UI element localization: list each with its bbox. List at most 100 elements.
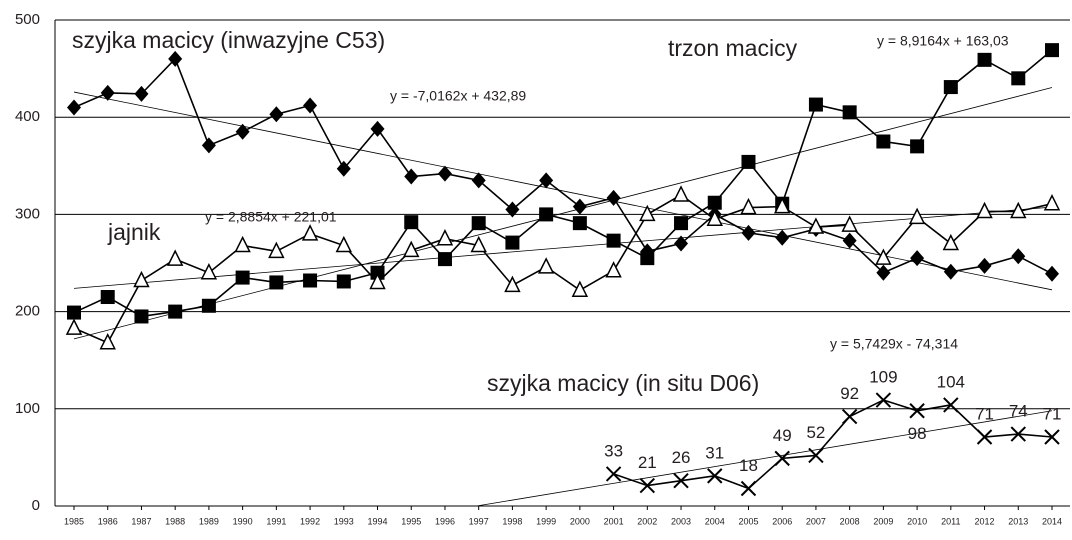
point [134, 309, 149, 324]
x-tick-label: 2009 [873, 516, 893, 526]
y-tick-label: 100 [15, 400, 40, 417]
point [200, 263, 218, 280]
x-tick-label: 1990 [233, 516, 253, 526]
point [875, 392, 892, 408]
x-tick-label: 1993 [334, 516, 354, 526]
point [168, 304, 183, 319]
point [977, 52, 992, 67]
point [201, 137, 216, 154]
x-tick-label: 1988 [165, 516, 185, 526]
point [606, 233, 621, 248]
point [537, 257, 555, 274]
point [1044, 429, 1060, 445]
series-line [73, 57, 1053, 275]
point [303, 97, 318, 114]
point [335, 235, 353, 253]
point [1010, 426, 1026, 442]
trendline [73, 206, 1053, 289]
point [674, 216, 689, 231]
point [707, 468, 723, 484]
point [808, 447, 824, 464]
x-tick-label: 1999 [536, 516, 556, 526]
point [505, 235, 520, 250]
point [268, 241, 285, 259]
point [303, 273, 318, 288]
point [876, 134, 891, 149]
point [841, 408, 858, 425]
x-tick-label: 2010 [907, 516, 927, 526]
x-tick-label: 2002 [637, 516, 657, 526]
x-tick-label: 2000 [570, 516, 590, 526]
point [369, 272, 386, 290]
x-tick-label: 2001 [604, 516, 624, 526]
x-tick-label: 1987 [131, 516, 151, 526]
x-tick-label: 2004 [705, 516, 725, 526]
point [201, 298, 216, 313]
series-label: szyjka macicy (in situ D06) [487, 370, 759, 396]
x-tick-label: 2003 [671, 516, 691, 526]
x-tick-label: 2011 [941, 516, 960, 526]
point [876, 264, 891, 281]
point [403, 240, 420, 258]
series-label: trzon macicy [668, 35, 798, 61]
point [471, 172, 486, 189]
point [976, 429, 993, 445]
point [504, 275, 521, 293]
point [841, 215, 858, 232]
point [741, 154, 756, 169]
point [471, 216, 486, 231]
x-tick-label: 2012 [975, 516, 995, 526]
x-tick-label: 2006 [772, 516, 792, 526]
point [875, 248, 892, 265]
point [706, 209, 723, 227]
point [572, 198, 587, 215]
point [775, 229, 790, 246]
point [672, 185, 690, 202]
point [605, 466, 622, 482]
point [168, 50, 183, 67]
y-tick-label: 500 [15, 11, 40, 28]
point [1043, 194, 1061, 211]
point [740, 197, 757, 215]
point [100, 290, 115, 305]
data-label: 71 [975, 404, 994, 423]
trendline [476, 410, 1053, 507]
point [740, 480, 757, 497]
point [942, 233, 960, 251]
data-label: 33 [604, 441, 623, 460]
point [234, 235, 251, 253]
point [572, 216, 587, 231]
x-tick-label: 2013 [1008, 516, 1028, 526]
y-tick-label: 400 [15, 108, 40, 125]
point [269, 275, 284, 290]
x-tick-label: 2008 [840, 516, 860, 526]
data-label: 18 [739, 456, 758, 475]
point [505, 201, 520, 218]
point [773, 196, 791, 214]
point [673, 473, 689, 489]
data-label: 98 [908, 424, 927, 443]
data-label: 21 [638, 453, 657, 472]
point [235, 270, 250, 285]
x-tick-label: 1985 [64, 516, 84, 526]
x-tick-label: 1992 [300, 516, 320, 526]
point [640, 251, 655, 266]
point [370, 265, 385, 280]
y-tick-label: 300 [15, 205, 40, 222]
point [539, 172, 554, 189]
data-label: 92 [840, 384, 859, 403]
point [605, 261, 622, 278]
x-tick-label: 1986 [98, 516, 118, 526]
point [539, 207, 554, 222]
x-tick-label: 1996 [435, 516, 455, 526]
point [235, 123, 250, 140]
point [67, 99, 81, 116]
point [674, 235, 689, 252]
point [977, 257, 992, 274]
x-tick-label: 1989 [199, 516, 219, 526]
point [269, 106, 284, 123]
x-tick-label: 1995 [401, 516, 421, 526]
point [470, 235, 487, 253]
point [436, 229, 454, 246]
